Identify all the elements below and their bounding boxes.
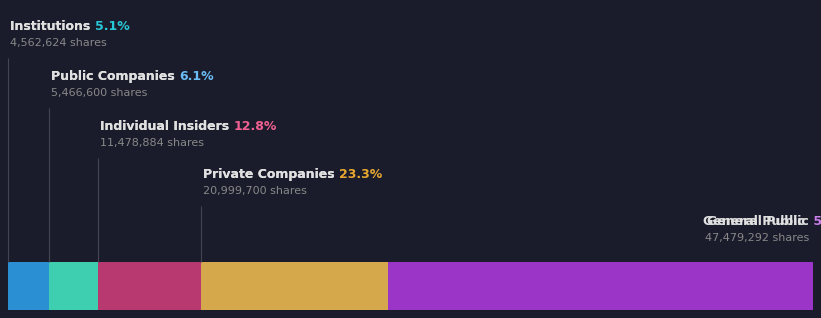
Text: Public Companies: Public Companies [51,70,179,83]
Bar [388,262,813,310]
Text: 11,478,884 shares: 11,478,884 shares [100,138,204,148]
Text: General Public: General Public [703,215,809,228]
Text: Individual Insiders: Individual Insiders [100,120,233,133]
Text: 5.1%: 5.1% [94,20,130,33]
Text: Institutions: Institutions [10,20,94,33]
Text: 5,466,600 shares: 5,466,600 shares [51,88,148,98]
Text: Individual Insiders: Individual Insiders [100,120,233,133]
Text: Institutions: Institutions [10,20,94,33]
Bar [201,262,388,310]
Text: 20,999,700 shares: 20,999,700 shares [203,186,307,196]
Text: 12.8%: 12.8% [233,120,277,133]
Text: 23.3%: 23.3% [339,168,383,181]
Text: 47,479,292 shares: 47,479,292 shares [704,233,809,243]
Bar [98,262,201,310]
Text: General Public: General Public [707,215,809,228]
Text: Private Companies: Private Companies [203,168,339,181]
Text: 6.1%: 6.1% [179,70,213,83]
Bar [8,262,49,310]
Text: 4,562,624 shares: 4,562,624 shares [10,38,107,48]
Bar [49,262,98,310]
Text: 52.8%: 52.8% [809,215,821,228]
Text: Public Companies: Public Companies [51,70,179,83]
Text: Private Companies: Private Companies [203,168,339,181]
